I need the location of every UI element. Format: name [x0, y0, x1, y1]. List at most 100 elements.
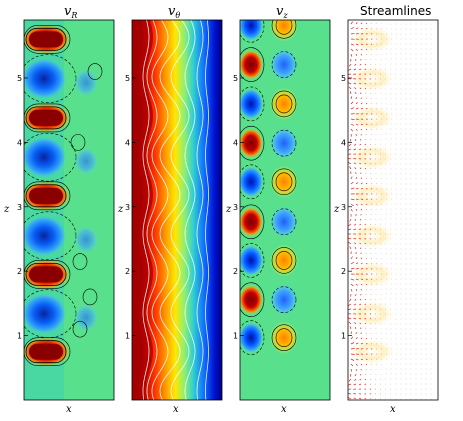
vr-cell-core	[29, 109, 63, 126]
streamline-arrow	[405, 388, 407, 390]
streamline-arrow	[410, 253, 412, 255]
streamline-arrow	[420, 273, 422, 275]
streamline-arrow	[415, 263, 417, 265]
streamline-arrow	[430, 273, 432, 275]
streamline-arrow	[410, 228, 412, 230]
streamline-arrow	[390, 48, 392, 50]
streamline-arrow	[395, 93, 397, 95]
streamline-arrow	[425, 38, 427, 40]
streamline-arrow	[425, 383, 427, 385]
streamline-arrow	[425, 208, 427, 210]
streamline-arrow	[430, 228, 432, 230]
streamline-arrow	[425, 373, 427, 375]
streamline-arrow	[350, 107, 355, 110]
streamline-arrow	[353, 82, 357, 85]
streamline-arrow	[370, 208, 372, 210]
vz-contour	[240, 86, 265, 122]
streamline-arrow	[425, 353, 427, 355]
streamline-arrow	[430, 213, 432, 215]
streamline-arrow	[425, 153, 427, 155]
streamline-arrow	[405, 143, 407, 145]
streamline-arrow	[355, 288, 358, 292]
streamline-arrow	[400, 153, 402, 155]
streamline-arrow	[350, 96, 353, 100]
streamline-arrow	[430, 298, 432, 300]
streamline-arrow	[415, 273, 417, 275]
y-tick-label: 5	[233, 74, 238, 83]
streamline-arrow	[425, 343, 427, 345]
streamline-arrow	[405, 68, 407, 70]
streamline-arrow	[395, 213, 397, 215]
streamline-arrow	[405, 228, 407, 230]
streamline-arrow	[360, 278, 364, 280]
streamline-arrow	[425, 328, 427, 330]
streamline-arrow	[420, 78, 422, 80]
streamline-arrow	[410, 338, 412, 340]
streamline-arrow	[405, 333, 407, 335]
vr-contour	[72, 253, 88, 270]
vz-wall-cell	[240, 284, 263, 315]
streamline-arrow	[410, 188, 412, 190]
streamline-arrow	[415, 113, 417, 115]
streamline-arrow	[369, 243, 372, 245]
streamline-arrow	[350, 342, 355, 345]
streamline-arrow	[395, 123, 397, 125]
streamline-arrow	[410, 343, 412, 345]
streamline-arrow	[364, 318, 367, 320]
streamline-arrow	[415, 38, 417, 40]
streamline-arrow	[400, 128, 402, 130]
y-tick-label: 5	[125, 74, 130, 83]
streamline-arrow	[400, 223, 402, 225]
streamline-arrow	[425, 308, 427, 310]
streamline-arrow	[430, 153, 432, 155]
streamline-arrow	[405, 58, 407, 60]
streamline-arrow	[415, 248, 417, 250]
streamline-arrow	[395, 373, 397, 375]
streamline-arrow	[369, 303, 372, 305]
streamline-arrow	[354, 298, 357, 301]
streamline-arrow	[425, 98, 427, 100]
streamline-arrow	[410, 143, 412, 145]
streamline-arrow	[410, 273, 412, 275]
streamline-arrow	[415, 388, 417, 390]
vtheta-contour	[184, 20, 196, 400]
streamline-arrow	[348, 86, 352, 90]
streamline-arrow	[395, 283, 397, 285]
streamline-arrow	[369, 398, 372, 400]
streamline-arrow	[415, 153, 417, 155]
streamline-arrow	[415, 343, 417, 345]
streamline-arrow	[390, 93, 392, 95]
streamline-arrow	[385, 213, 387, 215]
streamline-arrow	[400, 133, 402, 135]
vr-contour	[25, 263, 67, 286]
vz-contour	[240, 204, 265, 240]
streamline-arrow	[430, 48, 432, 50]
streamline-arrow	[400, 48, 402, 50]
streamline-arrow	[400, 28, 402, 30]
streamline-arrow	[385, 333, 387, 335]
vz-contour	[240, 164, 265, 200]
streamline-arrow	[415, 363, 417, 365]
streamline-arrow	[400, 233, 402, 235]
streamline-arrow	[390, 173, 392, 175]
streamline-arrow	[364, 303, 367, 305]
streamline-arrow	[370, 263, 373, 265]
streamline-arrow	[420, 228, 422, 230]
streamline-arrow	[410, 393, 412, 395]
streamline-arrow	[348, 397, 352, 400]
streamline-arrow	[405, 298, 407, 300]
y-tick-label: 3	[17, 203, 22, 212]
streamline-arrow	[395, 43, 397, 45]
streamline-arrow	[395, 23, 397, 25]
streamline-arrow	[370, 103, 373, 105]
y-tick-label: 3	[233, 203, 238, 212]
vz-contour	[275, 328, 293, 347]
streamline-arrow	[415, 233, 417, 235]
streamline-arrow	[349, 298, 352, 302]
streamline-arrow	[405, 348, 407, 350]
streamline-arrow	[410, 248, 412, 250]
streamline-arrow	[360, 373, 362, 376]
streamline-arrow	[415, 328, 417, 330]
vz-contour	[271, 129, 297, 157]
streamline-arrow	[348, 223, 352, 227]
